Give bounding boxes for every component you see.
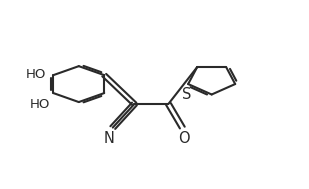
Text: N: N	[104, 131, 115, 146]
Text: HO: HO	[25, 68, 46, 81]
Text: HO: HO	[30, 98, 50, 111]
Text: O: O	[178, 131, 190, 146]
Text: S: S	[182, 87, 191, 102]
